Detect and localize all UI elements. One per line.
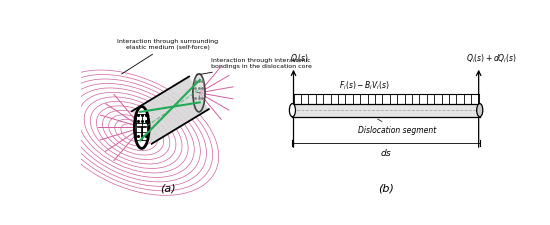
Ellipse shape bbox=[289, 104, 295, 117]
Ellipse shape bbox=[134, 106, 149, 148]
Polygon shape bbox=[132, 76, 209, 144]
Text: Interaction through surrounding
elastic medium (self-force): Interaction through surrounding elastic … bbox=[117, 39, 218, 74]
Ellipse shape bbox=[477, 104, 483, 117]
Ellipse shape bbox=[193, 74, 205, 112]
Text: $Q_i(s)+dQ_i(s)$: $Q_i(s)+dQ_i(s)$ bbox=[466, 53, 516, 65]
Text: $ds$: $ds$ bbox=[380, 146, 392, 157]
Text: (a): (a) bbox=[160, 183, 175, 193]
Polygon shape bbox=[293, 104, 480, 117]
Text: (b): (b) bbox=[378, 183, 394, 193]
Text: $Q_i(s)$: $Q_i(s)$ bbox=[290, 53, 309, 65]
Text: Interaction through interatomic
bondings in the dislocation core: Interaction through interatomic bondings… bbox=[196, 58, 312, 75]
Text: Dislocation segment: Dislocation segment bbox=[358, 119, 436, 135]
Text: $F_i(s)-B_iV_i(s)$: $F_i(s)-B_iV_i(s)$ bbox=[339, 80, 389, 92]
